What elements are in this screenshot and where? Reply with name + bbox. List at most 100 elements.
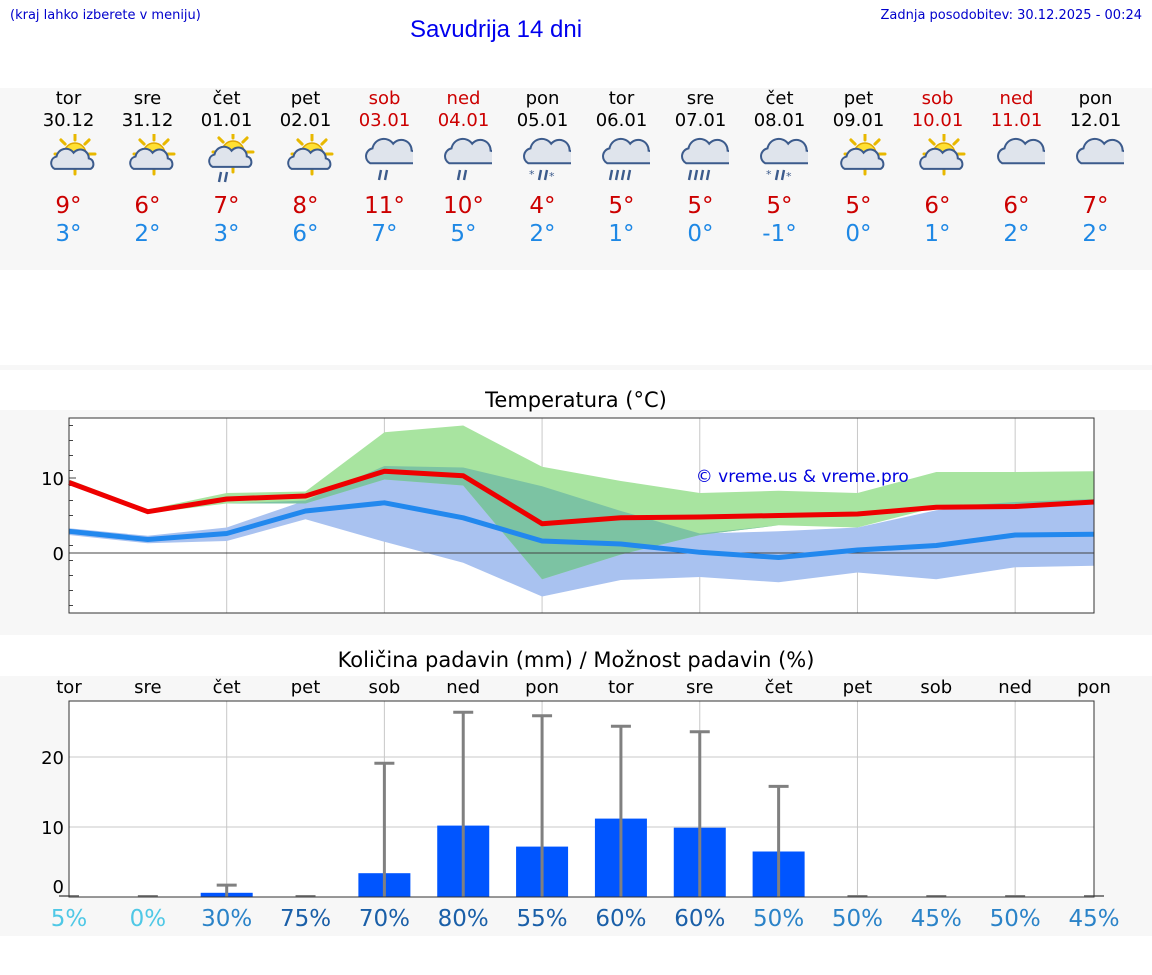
rain-drop [383,169,388,181]
cloud-shape [759,137,808,165]
cloud-shape [839,147,884,170]
rain-drop [456,169,461,181]
day-column: čet 01.01 7° 3° [187,88,266,248]
plot-frame [68,700,1095,898]
sun-cloud-rain-icon [207,134,254,183]
precip-probability-label: 50% [753,906,804,932]
day-column: sob 03.01 11° 7° [345,88,424,248]
x-category-label: ned [446,677,480,698]
day-min-temp: 3° [55,221,82,247]
cloud-shape [286,147,331,170]
precipitation-chart-title: Količina padavin (mm) / Možnost padavin … [337,648,815,672]
day-column: ned 04.01 10° 5° [424,88,503,248]
day-name: čet [765,88,794,109]
day-name: sre [686,88,715,109]
day-date: 05.01 [516,110,569,131]
precip-probability-label: 50% [990,906,1041,932]
rain-drop [543,169,548,181]
x-category-label: sob [920,677,952,698]
day-max-temp: 6° [134,193,161,219]
day-name: pet [290,88,321,109]
divider [0,365,1152,370]
cloud-icon [996,137,1045,165]
day-min-temp: -1° [762,221,797,247]
rain-drop [608,169,613,181]
snowflake: * [766,168,772,181]
icon-group [1075,137,1124,165]
precipitation-chart: tor sre čet pet sob ned pon tor sre čet pet sob ned p… [41,677,1119,932]
day-min-temp: 2° [1082,221,1109,247]
day-name: sob [368,88,401,109]
day-name: ned [446,88,481,109]
x-category-label: čet [213,677,241,698]
day-min-temp: 0° [845,221,872,247]
icon-group [364,137,413,181]
cloud-shape [522,137,571,165]
day-date: 03.01 [358,110,411,131]
cloud-rain-icon [364,137,413,181]
daily-forecast-panel [0,88,1152,270]
day-date: 30.12 [42,110,95,131]
precip-probability-label: 0% [130,906,167,932]
day-date: 01.01 [200,110,253,131]
rain-drop [223,171,228,183]
icon-group: * * [759,137,808,183]
icon-group [49,134,96,176]
rain-drop [217,171,222,183]
cloud-shape [996,137,1045,165]
day-date: 08.01 [753,110,806,131]
daily-forecast-strip: tor 30.12 9° 3° sre 31.12 6° 2° čet 01.01 7° 3° pet 0… [29,88,1135,258]
precip-probability-label: 60% [674,906,725,932]
min-temp-line [68,500,1095,560]
cloud-shape [680,137,729,165]
day-max-temp: 5° [766,193,793,219]
precip-probability-label: 5% [51,906,88,932]
icon-group [443,137,492,181]
day-name: tor [608,88,635,109]
day-min-temp: 3° [213,221,240,247]
precip-probability-label: 55% [517,906,568,932]
x-category-label: sre [134,677,161,698]
day-date: 11.01 [990,110,1043,131]
sun-cloud-icon [918,134,965,176]
watermark: © vreme.us & vreme.pro [696,467,909,487]
y-tick-label: 0 [53,544,64,565]
day-column: tor 30.12 9° 3° [29,88,108,248]
plot-area [69,701,1094,897]
day-date: 10.01 [911,110,964,131]
day-min-temp: 2° [134,221,161,247]
icon-group [996,137,1045,165]
day-date: 07.01 [674,110,727,131]
plot-frame [68,417,1095,614]
cloud-shape [443,137,492,165]
snowflake: * [529,168,535,181]
day-name: pon [525,88,560,109]
day-column: sre 31.12 6° 2° [108,88,187,248]
day-column: pet 09.01 5° 0° [819,88,898,248]
cloud-shape [364,137,413,165]
day-max-temp: 6° [1003,193,1030,219]
precip-probability-label: 60% [595,906,646,932]
day-column: čet 08.01 * * 5° -1° [740,88,819,248]
x-category-label: tor [56,677,82,698]
day-name: pet [843,88,874,109]
precip-probability-label: 70% [359,906,410,932]
day-name: tor [55,88,82,109]
day-name: pon [1078,88,1113,109]
cloud-heavy-rain-icon [680,137,729,181]
cloud-sleet-icon: * * [759,137,808,183]
location-menu-hint[interactable]: (kraj lahko izberete v meniju) [10,8,201,23]
cloud-icon [1075,137,1124,165]
day-min-temp: 1° [608,221,635,247]
rain-drop [705,169,710,181]
day-column: sob 10.01 6° 1° [898,88,977,248]
day-column: ned 11.01 6° 2° [977,88,1056,248]
y-tick-label: 20 [41,748,64,769]
page-title: Savudrija 14 dni [409,16,583,43]
temperature-chart-title: Temperatura (°C) [485,388,667,412]
rain-drop [614,169,619,181]
day-min-temp: 7° [371,221,398,247]
sun-cloud-icon [839,134,886,176]
day-max-temp: 8° [292,193,319,219]
rain-drop [687,169,692,181]
